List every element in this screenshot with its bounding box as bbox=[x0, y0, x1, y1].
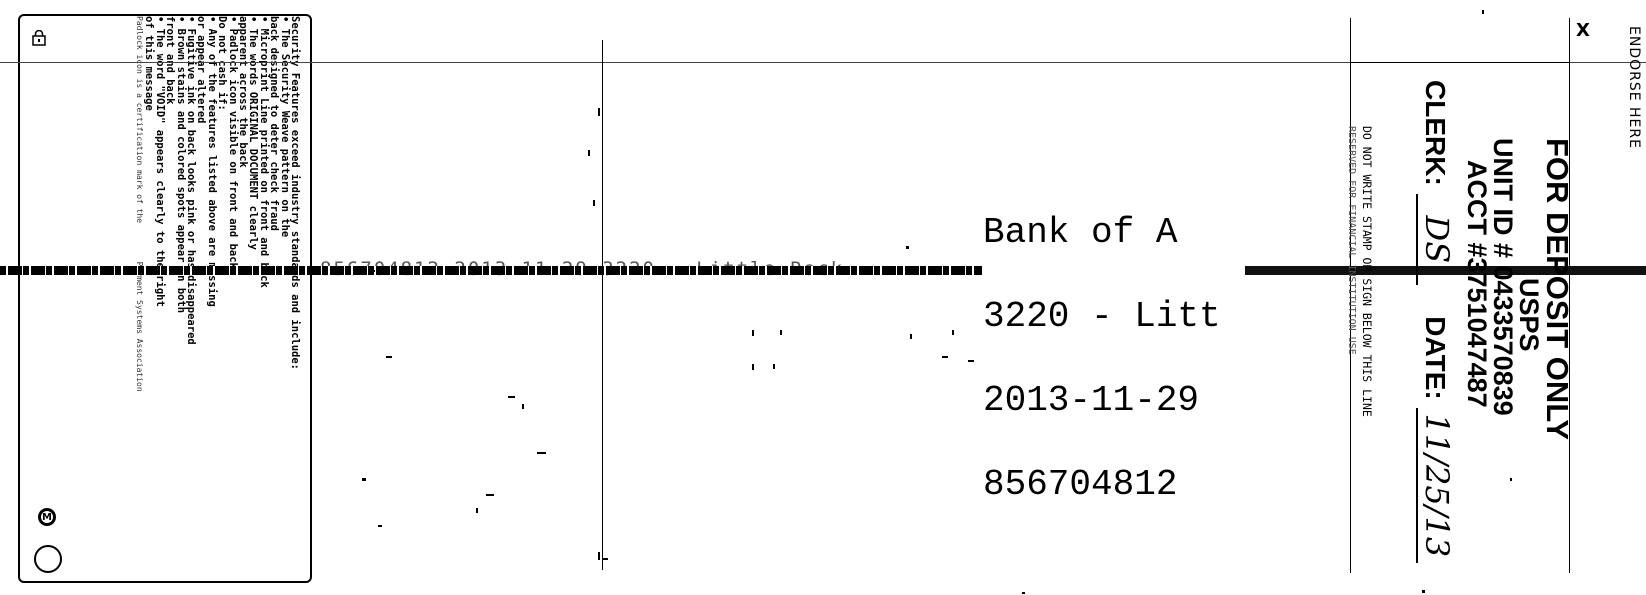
circle-m-letter: M bbox=[42, 511, 52, 523]
security-line: or appear altered bbox=[195, 16, 208, 124]
security-line: • Any of the features listed above are m… bbox=[205, 16, 218, 307]
top-rule-line bbox=[0, 62, 1646, 63]
deposit-title: FOR DEPOSIT ONLY bbox=[1540, 138, 1575, 441]
clerk-label: CLERK: bbox=[1420, 80, 1451, 186]
micr-band-left bbox=[0, 266, 982, 275]
deposit-acct: ACCT #3751047487 bbox=[1462, 160, 1492, 408]
security-footer: Padlock icon is a certification mark of … bbox=[135, 16, 144, 576]
security-line: • The words ORIGINAL DOCUMENT clearly bbox=[247, 16, 260, 250]
security-features-panel bbox=[18, 14, 312, 583]
reserved-text: RESERVED FOR FINANCIAL INSTITUTION USE bbox=[1346, 126, 1357, 355]
bank-stamp: Bank of A 3220 - Litt 2013-11-29 8567048… bbox=[983, 163, 1221, 527]
security-line: of this message bbox=[143, 16, 156, 111]
endorse-left-border bbox=[1350, 18, 1351, 573]
security-features-text: Security Features exceed industry standa… bbox=[18, 16, 301, 576]
security-line: front and back bbox=[164, 16, 177, 105]
center-fold-line bbox=[602, 40, 603, 570]
security-line: Security Features exceed industry standa… bbox=[289, 16, 301, 371]
do-not-write-notice: DO NOT WRITE STAMP OR SIGN BELOW THIS LI… bbox=[1343, 126, 1375, 417]
bank-stamp-line-1: Bank of A bbox=[983, 212, 1178, 253]
security-line: • Padlock icon visible on front and back bbox=[226, 16, 239, 269]
security-line: back designed to deter check fraud bbox=[268, 16, 281, 231]
security-line: • Brown stains and colored spots appear … bbox=[174, 16, 187, 314]
date-value: 11/25/13 bbox=[1416, 407, 1456, 564]
deposit-org: USPS bbox=[1514, 278, 1544, 352]
deposit-unit-id: UNIT ID # 0433570839 bbox=[1488, 138, 1518, 416]
circle-m-icon: M bbox=[38, 508, 56, 526]
security-line: Do not cash if: bbox=[216, 16, 229, 111]
endorse-right-border bbox=[1569, 18, 1570, 573]
security-footer-left: Padlock icon is a certification mark of … bbox=[134, 16, 144, 224]
signature-x-mark: X bbox=[1576, 20, 1590, 41]
security-line: apparent across the back bbox=[236, 16, 249, 168]
do-not-write-text: DO NOT WRITE STAMP OR SIGN BELOW THIS LI… bbox=[1360, 126, 1374, 417]
bank-stamp-line-2: 3220 - Litt bbox=[983, 296, 1221, 337]
circle-icon bbox=[34, 545, 62, 573]
padlock-icon bbox=[32, 30, 46, 46]
security-line: • Fugitive ink on back looks pink or has… bbox=[184, 16, 197, 345]
bank-stamp-line-3: 2013-11-29 bbox=[983, 380, 1200, 421]
security-line: • The word "VOID" appears clearly to the… bbox=[153, 16, 166, 307]
clerk-date-line: CLERK: DS DATE: 11/25/13 bbox=[1416, 80, 1456, 564]
date-label: DATE: bbox=[1420, 316, 1451, 400]
endorse-here-label: ENDORSE HERE bbox=[1626, 26, 1642, 149]
security-line: • Microprint Line printed on front and b… bbox=[257, 16, 270, 288]
clerk-initials: DS bbox=[1416, 193, 1456, 286]
micr-band-right bbox=[1245, 266, 1646, 275]
bank-stamp-line-4: 856704812 bbox=[983, 464, 1178, 505]
deposit-stamp: FOR DEPOSIT ONLY USPS UNIT ID # 04335708… bbox=[1462, 138, 1575, 441]
security-footer-right: Payment Systems Association bbox=[134, 261, 144, 392]
endorse-top-rule bbox=[1350, 62, 1570, 63]
